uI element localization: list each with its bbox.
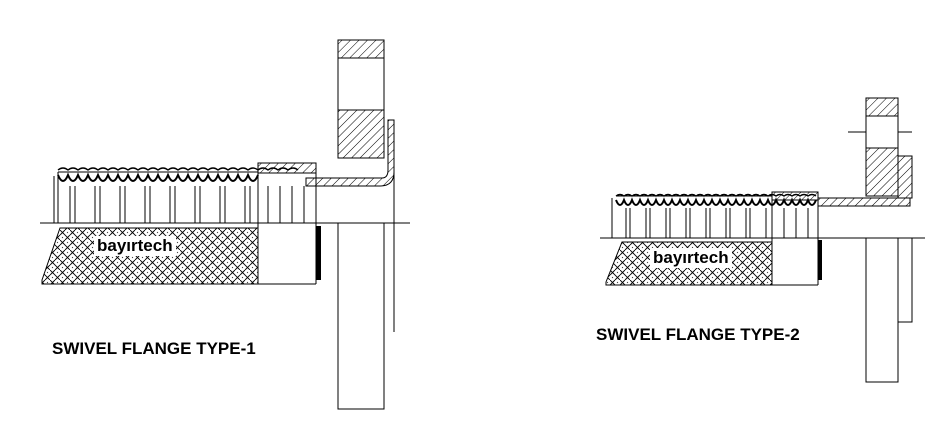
- brand-label-1: bayırtech: [94, 236, 176, 256]
- gasket-2: [818, 240, 822, 280]
- swivel-flange-type-1-drawing: [40, 39, 410, 410]
- gasket: [316, 226, 321, 280]
- stub-end-2: [817, 197, 911, 207]
- collar-2: [771, 191, 819, 201]
- brand-label-2: bayırtech: [650, 248, 732, 268]
- corrugated-hose: [53, 167, 305, 223]
- lower-flange-2: [865, 237, 899, 383]
- caption-type-2: SWIVEL FLANGE TYPE-2: [596, 325, 800, 344]
- corrugated-hose-2: [611, 193, 817, 238]
- lower-flange: [337, 222, 385, 410]
- upper-flange-2: [865, 97, 899, 117]
- collar: [257, 162, 317, 174]
- caption-type-1: SWIVEL FLANGE TYPE-1: [52, 339, 256, 358]
- upper-flange: [337, 39, 385, 59]
